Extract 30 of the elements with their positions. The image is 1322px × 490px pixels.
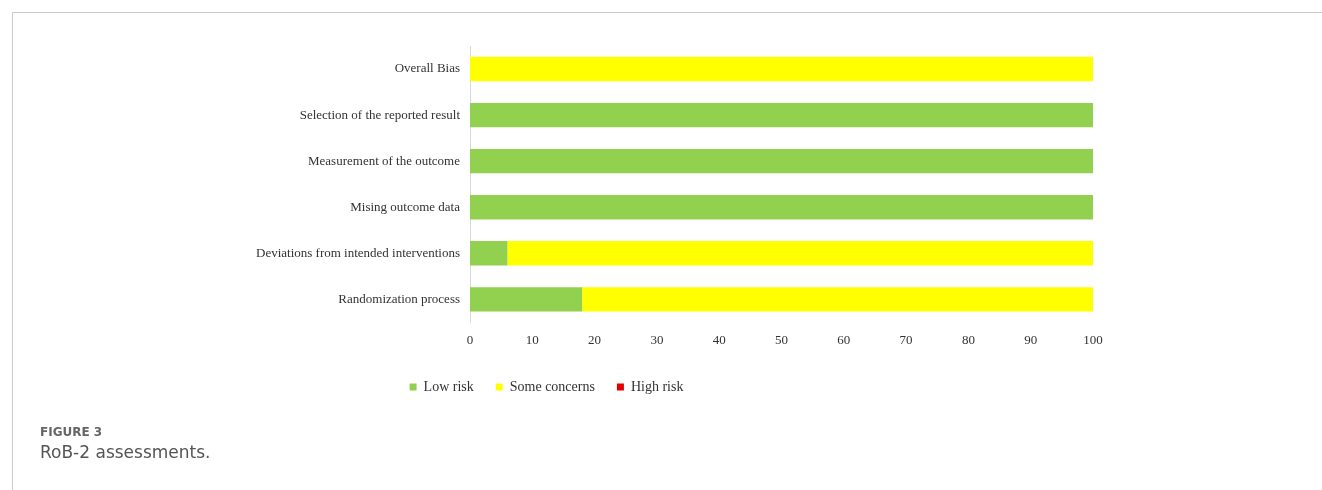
text: RoB-2 assessments. [40, 442, 211, 462]
bar [470, 241, 508, 266]
x-tick-label: 100 [1083, 331, 1103, 347]
bar [470, 195, 1093, 220]
bar [470, 287, 583, 312]
y-tick-label: Overall Bias [394, 60, 460, 76]
x-tick-label: 10 [525, 331, 539, 347]
x-tick-label: 50 [775, 331, 788, 347]
x-tick-label: 0 [466, 331, 474, 347]
bar [470, 102, 1093, 128]
x-tick-label: 60 [837, 331, 851, 347]
x-tick-label: 40 [712, 331, 726, 347]
bar [470, 148, 1093, 174]
x-tick-label: 20 [588, 331, 602, 347]
y-tick-label: Deviations from intended interventions [256, 244, 460, 260]
y-tick-label: Randomization process [338, 290, 460, 306]
legend-label: Low risk [423, 378, 474, 394]
x-tick-label: 30 [650, 331, 664, 347]
x-tick-label: 80 [961, 331, 975, 347]
bar [582, 287, 1093, 312]
y-tick-label: Measurement of the outcome [308, 152, 461, 168]
y-tick-label: Selection of the reported result [299, 106, 461, 122]
legend-label: High risk [630, 378, 684, 394]
y-tick-label: Mising outcome data [350, 198, 461, 214]
legend-label: Some concerns [509, 378, 595, 394]
bar [470, 56, 1093, 82]
x-tick-label: 70 [899, 331, 913, 347]
caption: FIGURE 3 [40, 425, 103, 439]
bar [507, 241, 1093, 266]
x-tick-label: 90 [1024, 331, 1038, 347]
